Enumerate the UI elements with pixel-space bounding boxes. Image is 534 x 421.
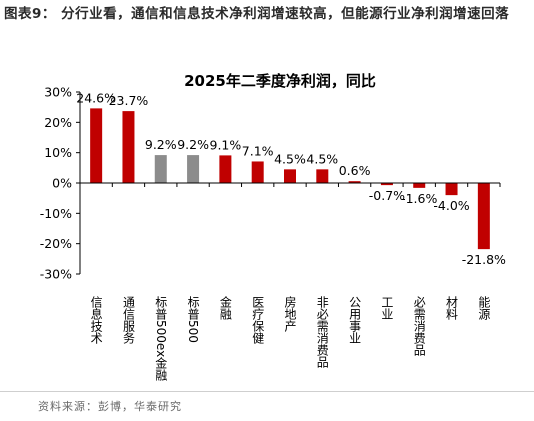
y-tick-label: 20% — [44, 115, 72, 130]
bar — [187, 155, 200, 183]
value-label: 4.5% — [274, 151, 306, 166]
x-tick-label: 公用事业 — [348, 296, 362, 344]
value-label: -0.7% — [369, 188, 405, 203]
value-label: 24.6% — [76, 90, 116, 105]
value-label: 9.2% — [145, 137, 177, 152]
value-label: 23.7% — [109, 93, 149, 108]
x-tick-label: 通信服务 — [121, 296, 135, 344]
x-tick-label: 材料 — [445, 296, 459, 320]
x-tick-label: 房地产 — [283, 295, 297, 333]
bar — [154, 155, 167, 183]
value-label: 9.2% — [177, 137, 209, 152]
bar — [380, 183, 393, 186]
y-axis: -30% -20% -10% 0% 10% 20% 30% — [40, 85, 81, 282]
x-tick-label: 工业 — [380, 296, 394, 320]
bar — [284, 169, 296, 183]
bar — [316, 169, 329, 183]
bar — [477, 183, 490, 250]
x-tick-label: 信息技术 — [89, 296, 103, 344]
y-tick-label: -20% — [40, 236, 72, 251]
x-tick-label: 非必需消费品 — [315, 296, 329, 368]
y-tick-label: -30% — [40, 267, 72, 282]
value-label: 9.1% — [210, 137, 242, 152]
x-axis: 信息技术 通信服务 标普500ex金融 标普500 金融 医疗保健 房地产 非必需消费品 公用事… — [79, 182, 501, 382]
y-tick-label: 0% — [52, 176, 72, 191]
x-tick-label: 金融 — [218, 295, 232, 321]
value-labels: 24.6%23.7%9.2% 9.2% 9.1% 7.1%4.5% 4.5%0.6%-0… — [76, 90, 506, 267]
bar — [445, 183, 458, 196]
x-tick-label: 标普500ex金融 — [154, 296, 168, 382]
source-note: 资料来源：彭博，华泰研究 — [38, 400, 182, 413]
bar — [219, 155, 232, 183]
value-label: -4.0% — [433, 198, 469, 213]
bar — [90, 108, 103, 183]
value-label: -1.6% — [401, 191, 437, 206]
x-tick-label: 必需消费品 — [412, 296, 426, 356]
value-label: 7.1% — [242, 143, 274, 158]
value-label: 4.5% — [306, 151, 338, 166]
y-tick-label: -10% — [40, 206, 72, 221]
chart-title: 2025年二季度净利润，同比 — [184, 72, 376, 90]
bar — [122, 111, 135, 183]
x-tick-label: 医疗保健 — [251, 296, 265, 344]
value-label: -21.8% — [462, 252, 506, 267]
value-label: 0.6% — [339, 163, 371, 178]
x-tick-label: 标普500 — [186, 296, 200, 343]
bar — [413, 183, 426, 188]
bar — [251, 161, 264, 183]
bars — [90, 108, 490, 250]
source-divider — [0, 391, 534, 392]
y-tick-label: 10% — [44, 145, 72, 160]
y-tick-label: 30% — [44, 85, 72, 100]
figure-title: 图表9： 分行业看，通信和信息技术净利润增速较高，但能源行业净利润增速回落 — [4, 6, 510, 22]
bar — [348, 181, 361, 183]
x-tick-label: 能源 — [477, 296, 491, 321]
